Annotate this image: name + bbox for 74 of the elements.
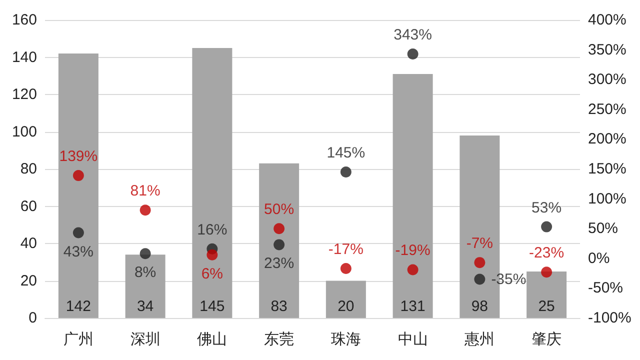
y2-tick-label: 100% xyxy=(588,190,626,208)
x-tick-label: 东莞 xyxy=(264,331,294,348)
x-tick-label: 中山 xyxy=(398,331,428,348)
point xyxy=(474,257,486,268)
point xyxy=(340,166,352,178)
y2-tick-label: 250% xyxy=(588,100,626,118)
point xyxy=(407,264,418,276)
y2-tick-label: 400% xyxy=(588,12,626,28)
y2-tick-label: 150% xyxy=(588,160,626,178)
y-tick-label: 80 xyxy=(20,160,37,178)
bar xyxy=(259,163,300,318)
y2-tick-label: 50% xyxy=(588,220,618,238)
y2-tick-label: -100% xyxy=(588,310,632,326)
data-label: 343% xyxy=(394,26,432,44)
data-label: 6% xyxy=(201,265,224,282)
y-tick-label: 100 xyxy=(12,123,37,140)
y2-tick-label: 0% xyxy=(588,250,610,267)
x-tick-label: 珠海 xyxy=(330,331,361,348)
data-label: 139% xyxy=(59,148,98,166)
point xyxy=(140,204,151,216)
y2-tick-label: 350% xyxy=(588,41,626,58)
x-tick-label: 广州 xyxy=(63,331,94,348)
y-tick-label: 160 xyxy=(12,12,37,28)
point xyxy=(407,48,418,60)
point xyxy=(72,227,84,238)
bar xyxy=(58,54,98,318)
data-label: 83 xyxy=(270,298,288,315)
y-tick-label: 140 xyxy=(12,48,37,66)
data-label: 8% xyxy=(134,264,156,282)
data-label: 43% xyxy=(63,243,94,260)
data-label: -23% xyxy=(529,244,564,262)
x-tick-label: 深圳 xyxy=(130,331,160,348)
point xyxy=(474,274,486,285)
data-label: -19% xyxy=(395,242,430,260)
y-tick-label: 120 xyxy=(12,86,37,103)
bar xyxy=(326,280,366,318)
data-label: 16% xyxy=(197,221,228,238)
data-label: 53% xyxy=(532,199,562,216)
point xyxy=(340,263,352,274)
point xyxy=(274,223,285,234)
data-label: 145 xyxy=(200,298,225,315)
data-label: 34 xyxy=(136,298,154,315)
x-tick-label: 惠州 xyxy=(464,331,495,348)
data-label: 25 xyxy=(538,298,555,315)
data-label: -35% xyxy=(491,270,526,288)
data-label: 50% xyxy=(264,201,294,218)
y-tick-label: 0 xyxy=(28,310,37,326)
point xyxy=(206,249,218,260)
x-tick-label: 佛山 xyxy=(197,331,228,348)
point xyxy=(72,170,84,182)
point xyxy=(541,221,552,232)
y-tick-label: 40 xyxy=(20,235,37,252)
bar xyxy=(192,48,232,318)
y2-tick-label: 200% xyxy=(588,130,626,148)
data-label: 145% xyxy=(326,144,366,162)
data-label: -17% xyxy=(328,241,364,258)
data-label: 81% xyxy=(130,182,160,200)
y-tick-label: 20 xyxy=(20,272,37,290)
data-label: -7% xyxy=(466,235,494,252)
data-label: 142 xyxy=(66,298,91,315)
data-label: 131 xyxy=(400,298,426,315)
x-tick-label: 肇庆 xyxy=(532,331,562,348)
point xyxy=(274,239,285,250)
bar xyxy=(125,254,166,318)
y2-tick-label: 300% xyxy=(588,71,626,88)
y-tick-label: 60 xyxy=(20,198,37,215)
y2-tick-label: -50% xyxy=(588,280,624,297)
data-label: 20 xyxy=(338,298,354,315)
bar xyxy=(526,271,567,318)
point xyxy=(140,248,151,260)
data-label: 98 xyxy=(471,298,488,315)
point xyxy=(541,266,552,278)
data-label: 23% xyxy=(264,255,294,272)
bar xyxy=(392,74,433,318)
